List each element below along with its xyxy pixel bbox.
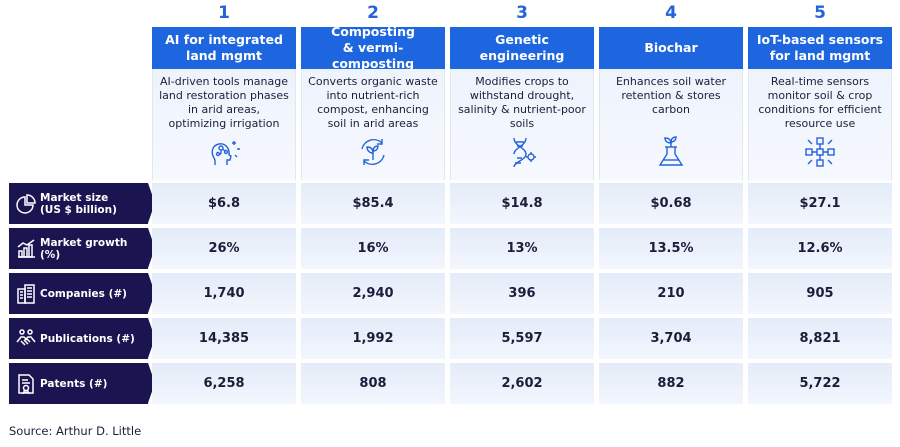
column-description-panel: AI-driven tools manage land restoration … <box>152 69 296 180</box>
column-number: 5 <box>814 3 826 23</box>
column-header: 5 IoT-based sensors for land mgmt Real-t… <box>748 0 892 180</box>
table-cell: 5,722 <box>748 363 892 404</box>
column-header: 2 Composting & vermi-composting Converts… <box>301 0 445 180</box>
column-description-panel: Modifies crops to withstand drought, sal… <box>450 69 594 180</box>
column-description-panel: Real-time sensors monitor soil & crop co… <box>748 69 892 180</box>
patent-icon <box>15 373 37 395</box>
table-cell: 882 <box>599 363 743 404</box>
column-header: 3 Genetic engineering Modifies crops to … <box>450 0 594 180</box>
table-cell: 13.5% <box>599 228 743 269</box>
table-cell: $0.68 <box>599 183 743 224</box>
row-label-market-growth: Market growth (%) <box>9 228 155 269</box>
column-title: AI for integrated land mgmt <box>152 27 296 69</box>
table-cell: 210 <box>599 273 743 314</box>
source-note: Source: Arthur D. Little <box>9 424 142 438</box>
column-description-panel: Enhances soil water retention & stores c… <box>599 69 743 180</box>
sensor-network-icon <box>803 135 837 169</box>
row-label-text: Market growth (%) <box>40 236 128 261</box>
row-label-patents: Patents (#) <box>9 363 155 404</box>
column-title: Composting & vermi-composting <box>301 24 445 71</box>
column-description: Real-time sensors monitor soil & crop co… <box>758 75 882 130</box>
column-header: 1 AI for integrated land mgmt AI-driven … <box>152 0 296 180</box>
table-cell: $27.1 <box>748 183 892 224</box>
row-label-market-size: Market size (US $ billion) <box>9 183 155 224</box>
table-cell: 1,992 <box>301 318 445 359</box>
table-cell: 16% <box>301 228 445 269</box>
growth-chart-icon <box>15 238 37 260</box>
column-number: 1 <box>218 3 230 23</box>
row-label-companies: Companies (#) <box>9 273 155 314</box>
row-label-publications: Publications (#) <box>9 318 155 359</box>
table-cell: 2,940 <box>301 273 445 314</box>
column-description: Modifies crops to withstand drought, sal… <box>458 75 586 130</box>
table-cell: 905 <box>748 273 892 314</box>
column-title: Biochar <box>599 27 743 69</box>
table-cell: 12.6% <box>748 228 892 269</box>
table-cell: $85.4 <box>301 183 445 224</box>
building-icon <box>15 283 37 305</box>
column-title: IoT-based sensors for land mgmt <box>748 27 892 69</box>
table-cell: 8,821 <box>748 318 892 359</box>
table-cell: 808 <box>301 363 445 404</box>
column-description: Converts organic waste into nutrient-ric… <box>308 75 438 130</box>
table-cell: $14.8 <box>450 183 594 224</box>
table-cell: 2,602 <box>450 363 594 404</box>
row-label-text: Companies (#) <box>40 287 127 300</box>
table-cell: 6,258 <box>152 363 296 404</box>
column-number: 4 <box>665 3 677 23</box>
row-label-text: Patents (#) <box>40 377 108 390</box>
table-cell: 3,704 <box>599 318 743 359</box>
table-cell: 13% <box>450 228 594 269</box>
table-cell: 14,385 <box>152 318 296 359</box>
table-cell: 396 <box>450 273 594 314</box>
ai-head-icon <box>207 135 241 169</box>
row-label-text: Publications (#) <box>40 332 135 345</box>
column-header: 4 Biochar Enhances soil water retention … <box>599 0 743 180</box>
table-cell: 26% <box>152 228 296 269</box>
column-number: 2 <box>367 3 379 23</box>
table-cell: $6.8 <box>152 183 296 224</box>
column-title: Genetic engineering <box>450 27 594 69</box>
column-number: 3 <box>516 3 528 23</box>
pie-chart-icon <box>15 193 37 215</box>
dna-icon <box>505 135 539 169</box>
table-cell: 1,740 <box>152 273 296 314</box>
column-description-panel: Converts organic waste into nutrient-ric… <box>301 69 445 180</box>
column-description: Enhances soil water retention & stores c… <box>615 75 727 116</box>
handshake-icon <box>15 328 37 350</box>
row-label-text: Market size (US $ billion) <box>40 191 117 216</box>
flask-leaf-icon <box>654 135 688 169</box>
column-description: AI-driven tools manage land restoration … <box>159 75 289 130</box>
recycle-sprout-icon <box>356 135 390 169</box>
table-cell: 5,597 <box>450 318 594 359</box>
